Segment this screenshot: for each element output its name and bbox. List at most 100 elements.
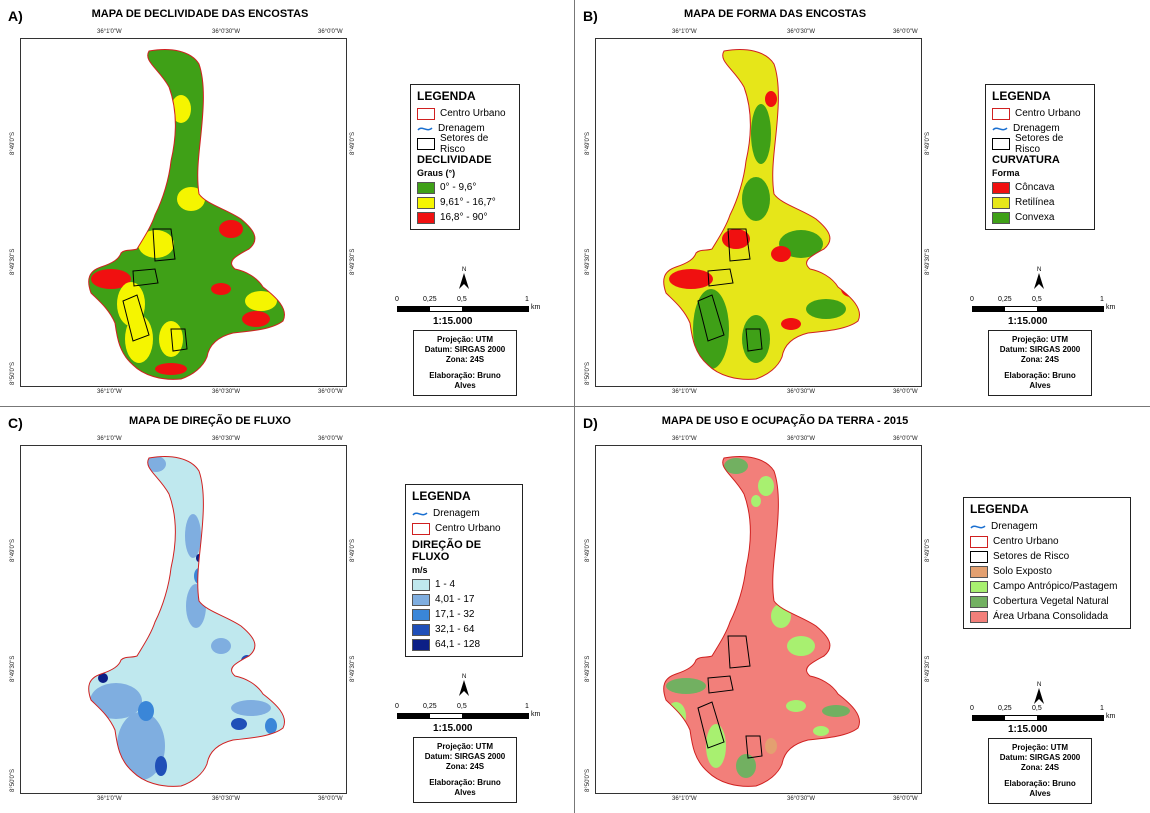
- scale-label: 0: [395, 296, 399, 303]
- legend-label: Setores de Risco: [993, 551, 1070, 562]
- scale-label: 1: [525, 296, 529, 303]
- legend-label: Cobertura Vegetal Natural: [993, 596, 1109, 607]
- legend-item-urban: Centro Urbano: [417, 106, 513, 121]
- north-label: N: [1037, 682, 1041, 688]
- scale-label: 0,25: [998, 296, 1012, 303]
- north-arrow-icon: N: [459, 267, 469, 289]
- class-swatch: [412, 593, 430, 606]
- tick-bottom-3: 36°0'0"W: [893, 796, 918, 802]
- drainage-icon: [970, 524, 986, 529]
- tick-top-3: 36°0'0"W: [893, 436, 918, 442]
- map-title: MAPA DE DECLIVIDADE DAS ENCOSTAS: [91, 8, 309, 20]
- scale-label: 0,25: [423, 296, 437, 303]
- tick-right-2: 8°49'30"S: [925, 655, 931, 682]
- legend-label: Drenagem: [438, 123, 485, 134]
- legend-class: Côncava: [992, 180, 1088, 195]
- tick-right-2: 8°49'30"S: [350, 248, 356, 275]
- legend-label: Setores de Risco: [1015, 132, 1064, 155]
- class-swatch: [992, 181, 1010, 194]
- legend-item-urban: Centro Urbano: [992, 106, 1088, 121]
- tick-left-2: 8°49'30"S: [585, 248, 591, 275]
- legend-class: 17,1 - 32: [412, 607, 516, 622]
- tick-bottom-2: 36°0'30"W: [787, 796, 816, 802]
- legend-label: Centro Urbano: [993, 536, 1059, 547]
- drainage-icon: [412, 511, 428, 516]
- legend-label: Área Urbana Consolidada: [993, 611, 1109, 622]
- legend-class: 9,61° - 16,7°: [417, 195, 513, 210]
- panel-letter: D): [583, 415, 598, 431]
- tick-left-1: 8°49'0"S: [585, 538, 591, 562]
- map-title: MAPA DE FORMA DAS ENCOSTAS: [683, 8, 867, 20]
- legend-label: Convexa: [1015, 212, 1055, 223]
- urban-swatch: [412, 522, 430, 535]
- legend-item-risk: Setores de Risco: [992, 133, 1088, 155]
- legend-label: Drenagem: [991, 521, 1038, 532]
- scale-unit: km: [531, 304, 541, 311]
- tick-left-3: 8°50'0"S: [10, 768, 16, 792]
- legend-label: Drenagem: [433, 508, 480, 519]
- tick-bottom-3: 36°0'0"W: [893, 389, 918, 395]
- tick-bottom-2: 36°0'30"W: [212, 796, 241, 802]
- datum-text: Datum: SIRGAS 2000: [424, 345, 506, 354]
- scale-ratio: 1:15.000: [433, 316, 473, 327]
- class-swatch: [412, 608, 430, 621]
- projection-text: Projeção: UTM: [436, 742, 493, 751]
- map-frame: [595, 445, 922, 794]
- tick-bottom-2: 36°0'30"W: [212, 389, 241, 395]
- tick-top-2: 36°0'30"W: [787, 436, 816, 442]
- drainage-icon: [417, 126, 433, 131]
- class-swatch: [992, 211, 1010, 224]
- tick-left-2: 8°49'30"S: [10, 655, 16, 682]
- legend-label: Centro Urbano: [1015, 108, 1081, 119]
- map-frame: [20, 445, 347, 794]
- legend-label: 1 - 4: [435, 579, 456, 590]
- map-frame: [20, 38, 347, 387]
- north-label: N: [1037, 267, 1041, 273]
- legend-title: LEGENDA: [992, 89, 1051, 103]
- tick-bottom-1: 36°1'0"W: [97, 796, 122, 802]
- zone-text: Zona: 24S: [1020, 355, 1060, 364]
- legend-class: Área Urbana Consolidada: [970, 609, 1124, 624]
- legend-section: DECLIVIDADE: [417, 154, 492, 166]
- legend-item-drainage: Drenagem: [992, 121, 1088, 136]
- legend-class: 16,8° - 90°: [417, 210, 513, 225]
- scale-ratio: 1:15.000: [1008, 316, 1048, 327]
- scale-label: 1: [1100, 705, 1104, 712]
- legend-title: LEGENDA: [417, 89, 476, 103]
- north-label: N: [462, 674, 466, 680]
- legend-item-drainage: Drenagem: [970, 519, 1124, 534]
- tick-left-1: 8°49'0"S: [10, 131, 16, 155]
- legend-class: 1 - 4: [412, 577, 516, 592]
- tick-top-1: 36°1'0"W: [97, 436, 122, 442]
- scale-label: 0,5: [457, 296, 467, 303]
- legend-label: Retilínea: [1015, 197, 1055, 208]
- scale-label: 0: [395, 703, 399, 710]
- tick-bottom-3: 36°0'0"W: [318, 389, 343, 395]
- author-text: Elaboração: Bruno Alves: [429, 371, 501, 390]
- legend-class: Cobertura Vegetal Natural: [970, 594, 1124, 609]
- map-info: Projeção: UTM Datum: SIRGAS 2000 Zona: 2…: [413, 737, 517, 803]
- class-swatch: [970, 595, 988, 608]
- zone-text: Zona: 24S: [445, 762, 485, 771]
- legend-label: Solo Exposto: [993, 566, 1052, 577]
- class-swatch: [970, 565, 988, 578]
- map-info: Projeção: UTM Datum: SIRGAS 2000 Zona: 2…: [413, 330, 517, 396]
- tick-top-2: 36°0'30"W: [212, 436, 241, 442]
- map-info: Projeção: UTM Datum: SIRGAS 2000 Zona: 2…: [988, 738, 1092, 804]
- legend-label: Centro Urbano: [440, 108, 506, 119]
- map-title: MAPA DE USO E OCUPAÇÃO DA TERRA - 2015: [661, 415, 909, 427]
- panel-c: C) MAPA DE DIREÇÃO DE FLUXO: [0, 407, 575, 813]
- legend-label: Drenagem: [1013, 123, 1060, 134]
- author-text: Elaboração: Bruno Alves: [1004, 371, 1076, 390]
- tick-right-1: 8°49'0"S: [925, 538, 931, 562]
- legend-item-risk: Setores de Risco: [970, 549, 1124, 564]
- tick-left-2: 8°49'30"S: [585, 655, 591, 682]
- tick-right-1: 8°49'0"S: [925, 131, 931, 155]
- land-use-map: [663, 456, 861, 787]
- legend-label: Campo Antrópico/Pastagem: [993, 581, 1118, 592]
- risk-swatch: [417, 137, 435, 150]
- legend-item-drainage: Drenagem: [417, 121, 513, 136]
- north-arrow-icon: N: [459, 674, 469, 696]
- north-arrow-icon: N: [1034, 267, 1044, 289]
- datum-text: Datum: SIRGAS 2000: [424, 752, 506, 761]
